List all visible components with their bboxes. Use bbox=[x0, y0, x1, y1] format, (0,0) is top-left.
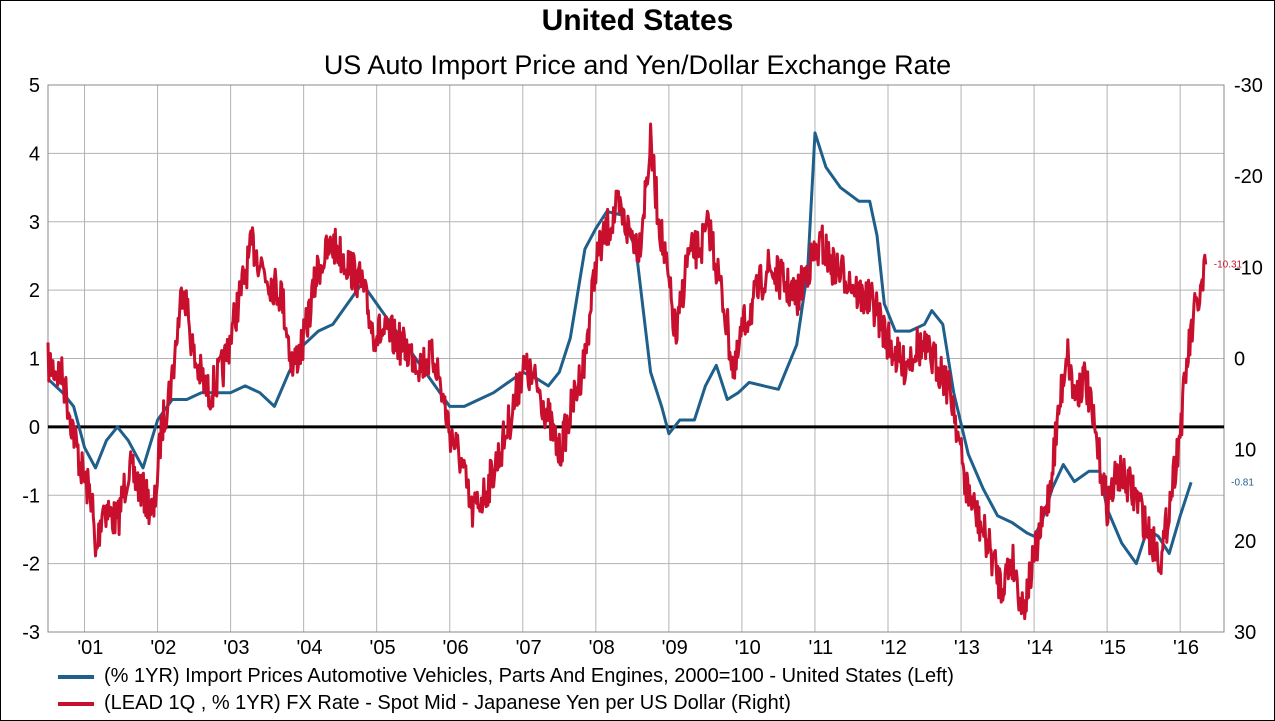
x-tick-label: '11 bbox=[809, 637, 834, 659]
right-axis-ticks: 30 20 10 0 -10 -20 -30 bbox=[1234, 75, 1263, 644]
x-tick-label: '05 bbox=[370, 637, 396, 659]
series-lines bbox=[46, 122, 1208, 621]
x-tick-label: '08 bbox=[589, 637, 615, 659]
x-tick-label: '14 bbox=[1027, 637, 1053, 659]
right-tick-label: -30 bbox=[1234, 75, 1263, 97]
x-tick-label: '06 bbox=[443, 637, 469, 659]
x-tick-label: '07 bbox=[516, 637, 542, 659]
left-tick-label: 1 bbox=[29, 349, 40, 371]
x-axis-ticks: '01 '02 '03 '04 '05 '06 '07 '08 '09 '10 '11 '12 '13 '… bbox=[77, 637, 1199, 659]
chart-title: United States bbox=[541, 4, 734, 37]
right-tick-label: 10 bbox=[1234, 440, 1256, 462]
series-line-0 bbox=[46, 131, 1193, 566]
x-tick-label: '01 bbox=[77, 637, 103, 659]
right-tick-label: -10 bbox=[1234, 257, 1263, 279]
x-tick-label: '15 bbox=[1100, 637, 1126, 659]
legend: (% 1YR) Import Prices Automotive Vehicle… bbox=[58, 663, 954, 717]
legend-swatch-import-prices bbox=[58, 674, 94, 679]
x-tick-label: '13 bbox=[954, 637, 980, 659]
x-tick-label: '03 bbox=[223, 637, 249, 659]
legend-label-fx-rate: (LEAD 1Q , % 1YR) FX Rate - Spot Mid - J… bbox=[104, 692, 791, 714]
left-tick-label: -2 bbox=[22, 554, 40, 576]
left-tick-label: 4 bbox=[29, 143, 40, 165]
end-labels: -0.81 -10.31 bbox=[1214, 260, 1255, 489]
series-line-1 bbox=[46, 122, 1208, 621]
right-tick-label: -20 bbox=[1234, 166, 1263, 188]
chart-subtitle: US Auto Import Price and Yen/Dollar Exch… bbox=[323, 50, 952, 80]
legend-swatch-fx-rate bbox=[58, 701, 94, 706]
x-tick-label: '02 bbox=[150, 637, 176, 659]
right-tick-label: 0 bbox=[1234, 349, 1245, 371]
right-tick-label: 30 bbox=[1234, 622, 1256, 644]
x-tick-label: '04 bbox=[296, 637, 322, 659]
left-tick-label: 5 bbox=[29, 75, 40, 97]
end-label-1: -10.31 bbox=[1214, 260, 1243, 271]
left-tick-label: 3 bbox=[29, 212, 40, 234]
left-axis-ticks: -3 -2 -1 0 1 2 3 4 5 bbox=[22, 75, 40, 644]
left-tick-label: -1 bbox=[22, 485, 40, 507]
left-tick-label: -3 bbox=[22, 622, 40, 644]
left-tick-label: 0 bbox=[29, 417, 40, 439]
legend-item-fx-rate: (LEAD 1Q , % 1YR) FX Rate - Spot Mid - J… bbox=[58, 690, 954, 717]
x-tick-label: '16 bbox=[1173, 637, 1199, 659]
x-tick-label: '10 bbox=[735, 637, 761, 659]
x-tick-label: '09 bbox=[662, 637, 688, 659]
right-tick-label: 20 bbox=[1234, 531, 1256, 553]
legend-item-import-prices: (% 1YR) Import Prices Automotive Vehicle… bbox=[58, 663, 954, 690]
end-label-0: -0.81 bbox=[1231, 477, 1254, 488]
left-tick-label: 2 bbox=[29, 280, 40, 302]
x-tick-label: '12 bbox=[881, 637, 907, 659]
legend-label-import-prices: (% 1YR) Import Prices Automotive Vehicle… bbox=[104, 665, 954, 687]
